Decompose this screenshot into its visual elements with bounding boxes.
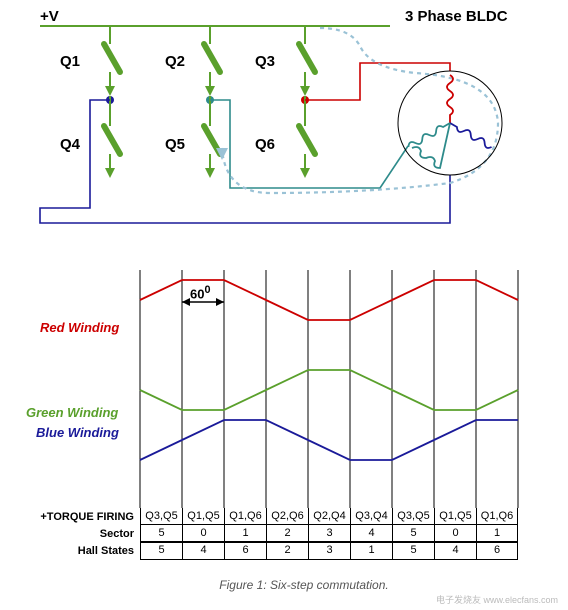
q5-label: Q5 (165, 136, 185, 153)
table-cell: Q2,Q4 (308, 508, 350, 525)
table-cell: 4 (182, 541, 224, 560)
table-cell: Q1,Q6 (476, 508, 518, 525)
table-cell: 2 (266, 541, 308, 560)
table-cell: Q3,Q4 (350, 508, 392, 525)
commutation-table: +TORQUE FIRING Q3,Q5Q1,Q5Q1,Q6Q2,Q6Q2,Q4… (30, 508, 530, 559)
q2-label: Q2 (165, 53, 185, 70)
table-cell: Q3,Q5 (140, 508, 182, 525)
table-cell: Q1,Q5 (182, 508, 224, 525)
waveform-svg (30, 270, 530, 508)
hall-row: Hall States 546231546 (30, 542, 530, 559)
figure-caption: Figure 1: Six-step commutation. (20, 578, 568, 592)
firing-row: +TORQUE FIRING Q3,Q5Q1,Q5Q1,Q6Q2,Q6Q2,Q4… (30, 508, 530, 525)
table-cell: 1 (350, 541, 392, 560)
circuit-svg (20, 8, 540, 238)
title-3phase: 3 Phase BLDC (405, 8, 508, 25)
watermark: 电子发烧友 www.elecfans.com (436, 593, 558, 606)
blue-winding-label: Blue Winding (36, 425, 119, 440)
q4-label: Q4 (60, 136, 80, 153)
q6-label: Q6 (255, 136, 275, 153)
table-cell: 5 (392, 541, 434, 560)
table-cell: 3 (308, 541, 350, 560)
sector-row: Sector 501234501 (30, 525, 530, 542)
table-cell: 4 (434, 541, 476, 560)
red-winding-label: Red Winding (40, 320, 119, 335)
table-cell: Q3,Q5 (392, 508, 434, 525)
waveform-chart: 600 Red Winding Green Winding Blue Windi… (30, 270, 530, 500)
supply-label: +V (40, 8, 59, 25)
sector-header: Sector (30, 528, 140, 540)
table-cell: Q1,Q5 (434, 508, 476, 525)
q3-label: Q3 (255, 53, 275, 70)
firing-header: +TORQUE FIRING (30, 511, 140, 523)
hall-header: Hall States (30, 545, 140, 557)
circuit-diagram: +V 3 Phase BLDC Q1 Q2 Q3 Q4 Q5 Q6 (20, 8, 540, 238)
q1-label: Q1 (60, 53, 80, 70)
sixty-label: 600 (190, 284, 211, 301)
green-winding-label: Green Winding (26, 405, 118, 420)
table-cell: 6 (224, 541, 266, 560)
table-cell: Q1,Q6 (224, 508, 266, 525)
table-cell: 5 (140, 541, 182, 560)
table-cell: Q2,Q6 (266, 508, 308, 525)
table-cell: 6 (476, 541, 518, 560)
